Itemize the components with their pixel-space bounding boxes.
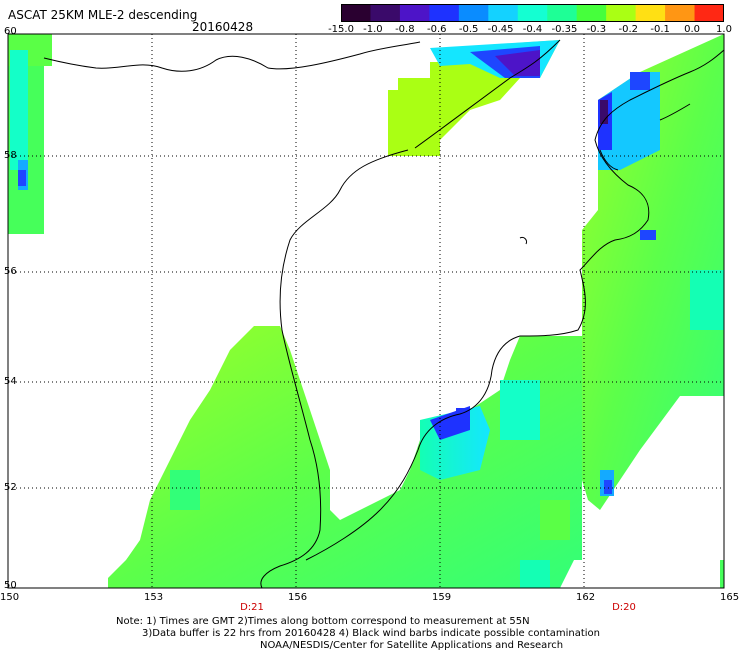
y-tick-60: 60 (4, 26, 17, 37)
time-label-right: D:20 (612, 602, 636, 613)
map-frame (7, 33, 725, 589)
colorbar-swatch (606, 4, 637, 22)
colorbar-swatch (517, 4, 548, 22)
y-tick-58: 58 (4, 150, 17, 161)
swath-top-center (388, 40, 560, 156)
colorbar-label: -0.5 (458, 24, 479, 35)
colorbar-label: -0.4 (522, 24, 543, 35)
x-tick-162: 162 (576, 592, 596, 603)
colorbar-label: -0.8 (395, 24, 415, 35)
map-title: ASCAT 25KM MLE-2 descending (8, 8, 198, 22)
colorbar-swatch (429, 4, 460, 22)
x-tick-150: 150 (0, 592, 20, 603)
colorbar-swatch (458, 4, 489, 22)
colorbar-swatch (635, 4, 666, 22)
x-tick-165: 165 (720, 592, 740, 603)
colorbar-label: -0.45 (487, 24, 514, 35)
note-line-1: Note: 1) Times are GMT 2)Times along bot… (116, 616, 530, 627)
y-tick-52: 52 (4, 482, 17, 493)
colorbar-label: -15.0 (328, 24, 354, 35)
y-tick-54: 54 (4, 376, 17, 387)
note-line-3: NOAA/NESDIS/Center for Satellite Applica… (260, 640, 564, 651)
swath-right (582, 34, 724, 588)
x-tick-156: 156 (288, 592, 308, 603)
colorbar-swatch (694, 4, 724, 22)
colorbar-label: 1.0 (716, 24, 732, 35)
x-tick-153: 153 (144, 592, 164, 603)
colorbar-label: -0.35 (551, 24, 578, 35)
colorbar-labels: -15.0 -1.0 -0.8 -0.6 -0.5 -0.45 -0.4 -0.35 -0.3-… (328, 24, 732, 38)
time-label-left: D:21 (240, 602, 264, 613)
grid-lines (8, 34, 724, 588)
colorbar-swatch (547, 4, 578, 22)
x-tick-159: 159 (432, 592, 452, 603)
swath-left (8, 34, 52, 234)
colorbar-swatch (488, 4, 519, 22)
colorbar-label: -0.3 (586, 24, 607, 35)
colorbar-label: 0.0 (684, 24, 701, 35)
colorbar-label: -0.1 (650, 24, 670, 35)
note-line-2: 3)Data buffer is 22 hrs from 20160428 4)… (142, 628, 600, 639)
map-date: 20160428 (192, 20, 254, 34)
y-tick-50: 50 (4, 580, 17, 591)
coastline (43, 39, 725, 589)
colorbar-swatch (399, 4, 430, 22)
swath-bottom-left (108, 326, 582, 588)
colorbar (341, 4, 724, 22)
colorbar-swatch (576, 4, 607, 22)
colorbar-label: -1.0 (363, 24, 383, 35)
colorbar-swatch (341, 4, 371, 22)
y-tick-56: 56 (4, 266, 17, 277)
colorbar-label: -0.2 (618, 24, 639, 35)
colorbar-swatch (370, 4, 401, 22)
colorbar-label: -0.6 (426, 24, 447, 35)
colorbar-swatch (665, 4, 696, 22)
